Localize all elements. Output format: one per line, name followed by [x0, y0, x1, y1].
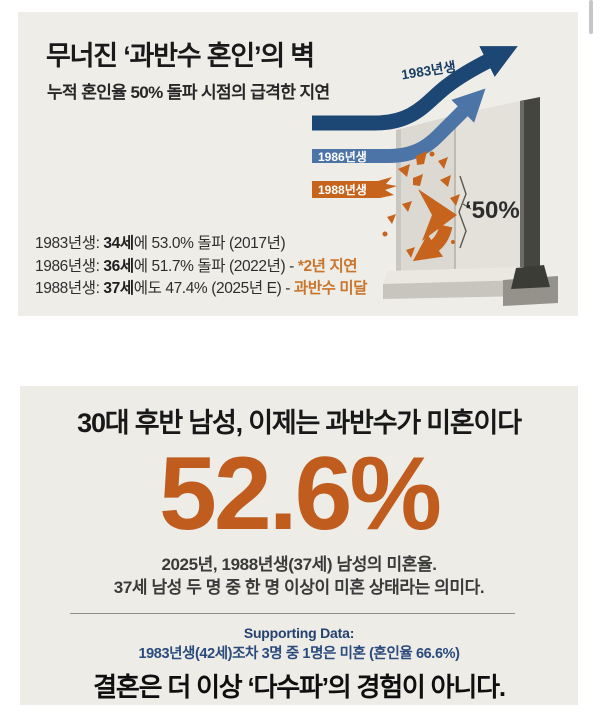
- arrow-1986-icon: [312, 88, 486, 163]
- cohort-stats-list: 1983년생: 34세에 53.0% 돌파 (2017년) 1986년생: 36…: [35, 233, 368, 301]
- top-panel-title: 무너진 ‘과반수 혼인’의 벽: [46, 41, 315, 71]
- stat-line-1983: 1983년생: 34세에 53.0% 돌파 (2017년): [35, 235, 286, 252]
- description-line-2: 37세 남성 두 명 중 한 명 이상이 미혼 상태라는 의미다.: [113, 577, 485, 597]
- arrow-1983-icon: [312, 46, 518, 131]
- stat-line-1988: 1988년생: 37세에도 47.4% (2025년 E) - 과반수 미달: [35, 280, 368, 297]
- arrow-1988-icon: [312, 151, 460, 262]
- wall-arrows-illustration: ‘50% 1983년생 1986년생: [312, 46, 558, 306]
- description-line-1: 2025년, 1988년생(37세) 남성의 미혼율.: [161, 555, 437, 574]
- arrow-1988-label: 1988년생: [318, 182, 367, 197]
- big-percentage: 52.6%: [159, 436, 442, 552]
- concrete-wall-icon: [383, 97, 558, 306]
- top-panel-subtitle: 누적 혼인율 50% 돌파 시점의 급격한 지연: [47, 83, 330, 102]
- bottom-headline: 결혼은 더 이상 ‘다수파’의 경험이 아니다.: [93, 672, 506, 702]
- top-infographic-panel: 무너진 ‘과반수 혼인’의 벽 누적 혼인율 50% 돌파 시점의 급격한 지연…: [18, 12, 578, 316]
- arrow-1986-label: 1986년생: [318, 149, 367, 164]
- scrollbar-thumb[interactable]: [589, 0, 593, 34]
- wall-50-percent-label: ‘50%: [465, 197, 520, 224]
- divider-line: [70, 613, 515, 614]
- bottom-infographic-panel: 30대 후반 남성, 이제는 과반수가 미혼이다 52.6% 2025년, 19…: [20, 386, 578, 705]
- supporting-data-label: Supporting Data:: [243, 625, 355, 641]
- percentage-description: 2025년, 1988년생(37세) 남성의 미혼율. 37세 남성 두 명 중…: [20, 554, 578, 599]
- stat-line-1986: 1986년생: 36세에 51.7% 돌파 (2022년) - *2년 지연: [35, 257, 358, 275]
- supporting-data-text: 1983년생(42세)조차 3명 중 1명은 미혼 (혼인율 66.6%): [138, 646, 460, 662]
- bottom-panel-title: 30대 후반 남성, 이제는 과반수가 미혼이다: [77, 408, 522, 438]
